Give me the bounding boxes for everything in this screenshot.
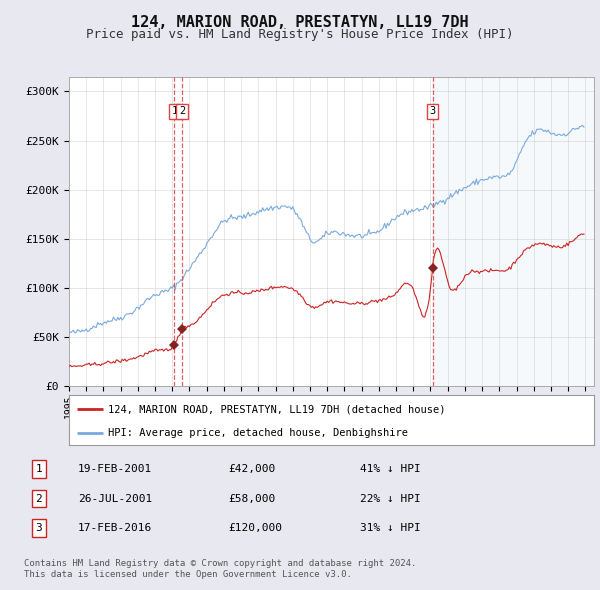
Text: 2: 2 — [35, 494, 43, 503]
Text: 17-FEB-2016: 17-FEB-2016 — [78, 523, 152, 533]
Text: Contains HM Land Registry data © Crown copyright and database right 2024.: Contains HM Land Registry data © Crown c… — [24, 559, 416, 568]
Text: 31% ↓ HPI: 31% ↓ HPI — [360, 523, 421, 533]
Text: 26-JUL-2001: 26-JUL-2001 — [78, 494, 152, 503]
Text: 41% ↓ HPI: 41% ↓ HPI — [360, 464, 421, 474]
Text: 3: 3 — [35, 523, 43, 533]
Bar — [433, 77, 600, 386]
Text: £58,000: £58,000 — [228, 494, 275, 503]
Text: 3: 3 — [430, 106, 436, 116]
Text: HPI: Average price, detached house, Denbighshire: HPI: Average price, detached house, Denb… — [109, 428, 409, 438]
Text: 1: 1 — [171, 106, 178, 116]
Text: 124, MARION ROAD, PRESTATYN, LL19 7DH (detached house): 124, MARION ROAD, PRESTATYN, LL19 7DH (d… — [109, 404, 446, 414]
Text: 19-FEB-2001: 19-FEB-2001 — [78, 464, 152, 474]
Text: This data is licensed under the Open Government Licence v3.0.: This data is licensed under the Open Gov… — [24, 571, 352, 579]
Text: £120,000: £120,000 — [228, 523, 282, 533]
Text: 124, MARION ROAD, PRESTATYN, LL19 7DH: 124, MARION ROAD, PRESTATYN, LL19 7DH — [131, 15, 469, 30]
Text: 22% ↓ HPI: 22% ↓ HPI — [360, 494, 421, 503]
Text: Price paid vs. HM Land Registry's House Price Index (HPI): Price paid vs. HM Land Registry's House … — [86, 28, 514, 41]
Text: £42,000: £42,000 — [228, 464, 275, 474]
Text: 2: 2 — [179, 106, 185, 116]
Text: 1: 1 — [35, 464, 43, 474]
